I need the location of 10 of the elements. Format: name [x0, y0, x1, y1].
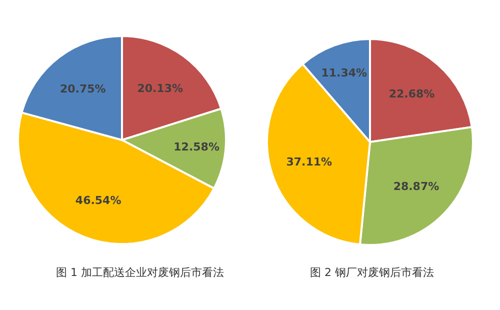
- data-label: 22.68%: [388, 88, 435, 101]
- data-label: 37.11%: [286, 155, 332, 168]
- data-label: 11.34%: [321, 66, 368, 80]
- data-label: 20.75%: [60, 82, 106, 96]
- data-label: 46.54%: [75, 194, 122, 207]
- data-label: 20.13%: [137, 82, 184, 95]
- data-label: 28.87%: [393, 180, 440, 194]
- text: 图 1 加工配送企业对废钢后市看法: [56, 266, 224, 279]
- text: 图 2 钢厂对废钢后市看法: [310, 266, 434, 279]
- data-label: 12.58%: [174, 140, 220, 154]
